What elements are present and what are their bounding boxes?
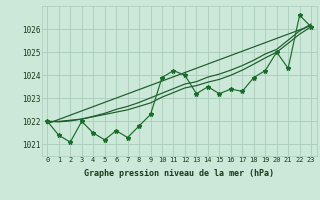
X-axis label: Graphe pression niveau de la mer (hPa): Graphe pression niveau de la mer (hPa) xyxy=(84,169,274,178)
